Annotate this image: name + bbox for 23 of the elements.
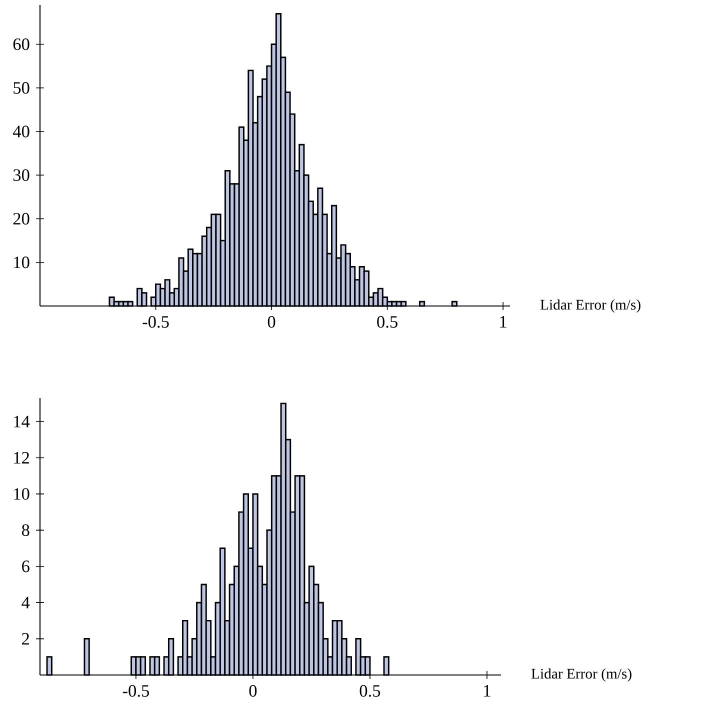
x-tick-label: 0 (249, 685, 257, 697)
y-tick-label: 40 (12, 126, 30, 138)
x-axis-title: Lidar Error (m/s) (540, 299, 640, 313)
y-tick-label: 60 (13, 38, 30, 50)
x-tick-label: -0.5 (142, 316, 169, 328)
x-tick-label: 0.5 (360, 685, 380, 697)
x-tick-label: 0 (268, 316, 276, 328)
y-tick-label: 8 (22, 524, 30, 536)
y-tick-label: 10 (14, 488, 30, 500)
x-tick-label: 1 (484, 685, 490, 696)
x-axis-title: Lidar Error (m/s) (531, 668, 632, 682)
y-tick-label: 6 (22, 560, 30, 572)
y-tick-label: 10 (14, 256, 30, 268)
x-tick-label: -0.5 (122, 685, 149, 697)
y-tick-label: 50 (14, 82, 30, 94)
x-tick-label: 1 (500, 316, 506, 328)
x-tick-label: 0.5 (377, 316, 398, 328)
y-tick-label: 12 (14, 452, 30, 464)
y-tick-label: 2 (22, 633, 30, 645)
y-tick-label: 20 (13, 212, 30, 225)
y-tick-label: 4 (22, 596, 30, 608)
y-tick-label: 14 (14, 416, 30, 428)
y-tick-label: 30 (13, 169, 30, 181)
